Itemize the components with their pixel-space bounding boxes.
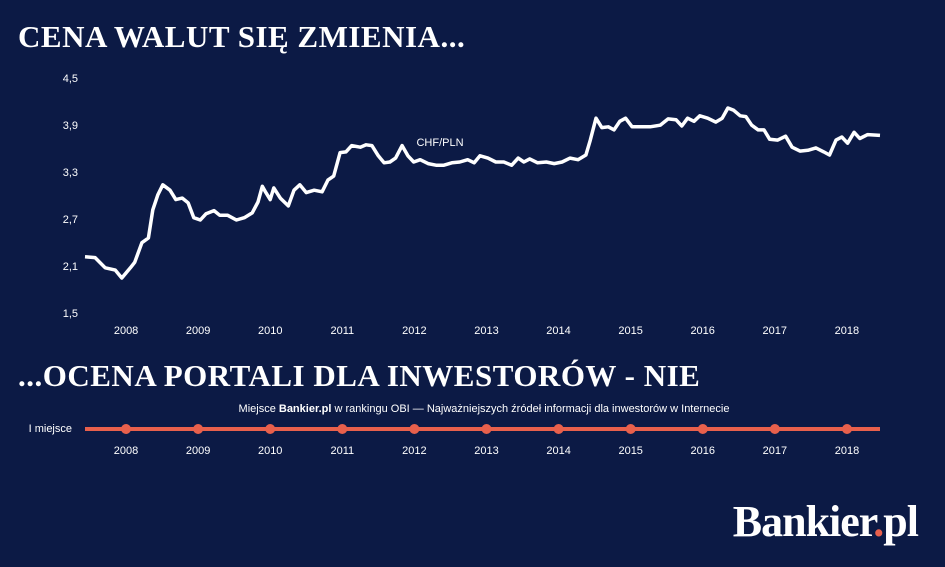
x-tick-label: 2017 [763, 325, 787, 337]
y-tick-label: 3,3 [63, 167, 78, 179]
x-tick-label: 2010 [258, 445, 282, 457]
x-tick-label: 2009 [186, 445, 210, 457]
data-line [84, 106, 881, 280]
x-tick-label: 2011 [330, 325, 354, 337]
rank-dot [337, 424, 348, 434]
x-tick-label: 2016 [691, 445, 715, 457]
x-tick-label: 2016 [690, 325, 714, 337]
x-tick-label: 2008 [114, 325, 138, 337]
rank-dot [409, 424, 420, 434]
x-tick-label: 2017 [763, 445, 787, 457]
rank-dot [625, 424, 636, 434]
x-tick-label: 2012 [402, 325, 426, 337]
y-tick-label: 2,7 [63, 214, 78, 226]
rank-dot [842, 424, 852, 434]
subtitle-part: Miejsce [239, 403, 279, 415]
subtitle-part: w rankingu OBI — Najważniejszych źródeł … [331, 403, 729, 415]
brand-part: pl [883, 497, 918, 546]
x-tick-label: 2010 [258, 325, 282, 337]
chart-title: ...OCENA PORTALI DLA INWESTORÓW - NIE [18, 358, 700, 393]
x-tick-label: 2014 [546, 325, 570, 337]
rank-dot [481, 424, 492, 434]
x-tick-label: 2015 [618, 325, 642, 337]
subtitle-part: Bankier.pl [279, 403, 332, 415]
rank-dot [121, 424, 131, 434]
rank-dot [553, 424, 564, 434]
chart-title: CENA WALUT SIĘ ZMIENIA... [18, 19, 465, 54]
rank-dot [265, 424, 276, 434]
x-tick-label: 2018 [835, 325, 859, 337]
brand-logo: Bankier.pl [733, 497, 919, 546]
x-tick-label: 2013 [474, 445, 498, 457]
y-tick-label: 3,9 [63, 120, 78, 132]
y-tick-label: 4,5 [63, 73, 78, 85]
x-tick-label: 2013 [474, 325, 498, 337]
x-tick-label: 2012 [402, 445, 426, 457]
subtitle: Miejsce Bankier.pl w rankingu OBI — Najw… [239, 403, 730, 415]
y-tick-label: 2,1 [63, 261, 78, 273]
x-tick-label: 2009 [186, 325, 210, 337]
rank-dot [193, 424, 204, 434]
y-tick-label: I miejsce [29, 423, 72, 435]
rank-dot [769, 424, 780, 434]
x-tick-label: 2015 [618, 445, 642, 457]
brand-part: Bankier [733, 497, 878, 546]
rank-dot [697, 424, 708, 434]
x-tick-label: 2008 [114, 445, 138, 457]
series-label: CHF/PLN [416, 137, 463, 149]
y-tick-label: 1,5 [63, 308, 78, 320]
brand-part: . [873, 497, 883, 546]
x-tick-label: 2018 [835, 445, 859, 457]
x-tick-label: 2014 [546, 445, 570, 457]
x-tick-label: 2011 [330, 445, 354, 457]
